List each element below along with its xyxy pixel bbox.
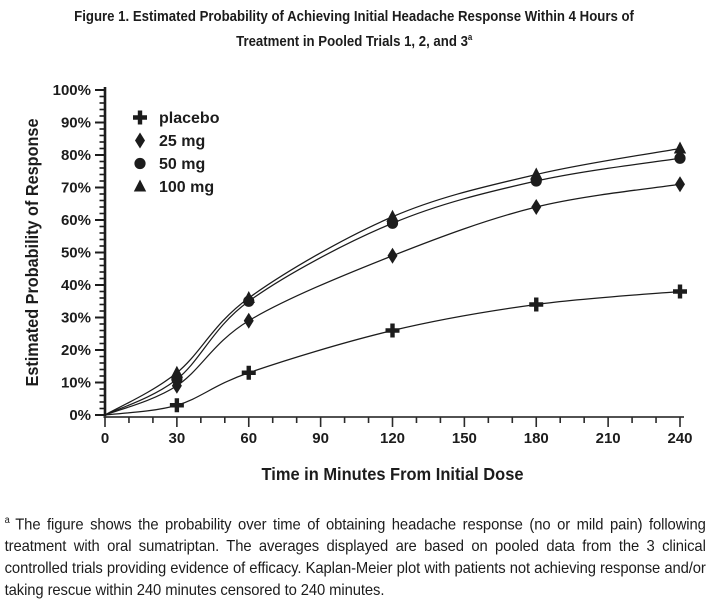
x-tick-label-60: 60 — [240, 430, 257, 447]
series-line-50-mg — [104, 157, 681, 416]
x-tick-label-30: 30 — [169, 430, 186, 447]
data-point-50-mg-240min — [674, 152, 686, 164]
data-point-25-mg-120min — [387, 247, 398, 264]
series-25-mg — [104, 176, 685, 416]
y-tick-label-80: 80% — [61, 147, 91, 164]
x-tick-label-120: 120 — [380, 430, 405, 447]
x-tick-label-240: 240 — [667, 430, 692, 447]
y-tick-label-70: 70% — [61, 180, 91, 197]
footnote-marker: a — [4, 515, 10, 526]
y-axis: 0% 10% 20% 30% 40% 50% 60% 70% 80% 90% 100% Estimat… — [22, 82, 107, 424]
data-point-placebo-120min — [385, 323, 400, 338]
data-point-100-mg-30min — [170, 365, 184, 378]
x-tick-label-180: 180 — [524, 430, 549, 447]
x-tick-label-210: 210 — [596, 430, 621, 447]
y-tick-label-60: 60% — [61, 212, 91, 229]
legend-label-50-mg: 50 mg — [159, 156, 205, 173]
data-point-placebo-60min — [241, 365, 256, 380]
data-point-100-mg-180min — [530, 167, 543, 180]
data-point-100-mg-60min — [242, 291, 255, 303]
figure-title: Figure 1. Estimated Probability of Achie… — [0, 0, 708, 52]
x-axis: 0 30 60 90 120 150 180 210 240 Time in Minutes Fr… — [101, 416, 693, 484]
y-tick-label-50: 50% — [61, 245, 91, 262]
legend-label-100-mg: 100 mg — [159, 179, 214, 196]
y-axis-title: Estimated Probability of Response — [22, 118, 42, 386]
series-line-placebo — [104, 290, 681, 416]
legend: placebo 25 mg 50 mg 100 mg — [133, 110, 220, 196]
data-point-25-mg-240min — [675, 176, 685, 193]
title-footnote-marker: a — [467, 32, 473, 42]
y-tick-label-100: 100% — [53, 82, 91, 99]
data-point-25-mg-60min — [243, 312, 254, 329]
data-point-25-mg-180min — [531, 199, 542, 215]
legend-marker-50-mg-icon — [134, 157, 146, 170]
y-tick-label-30: 30% — [61, 310, 91, 327]
kaplan-meier-chart: 0% 10% 20% 30% 40% 50% 60% 70% 80% 90% 100% Estimat… — [22, 82, 693, 484]
data-point-100-mg-240min — [673, 141, 687, 154]
legend-label-25-mg: 25 mg — [159, 133, 205, 150]
legend-marker-25-mg-icon — [135, 132, 145, 149]
legend-label-placebo: placebo — [159, 110, 220, 127]
x-axis-title: Time in Minutes From Initial Dose — [262, 464, 524, 484]
legend-marker-100-mg-icon — [133, 179, 147, 192]
data-point-placebo-240min — [673, 284, 687, 299]
y-tick-label-10: 10% — [61, 375, 91, 392]
figure-title-line-1: Figure 1. Estimated Probability of Achie… — [74, 8, 634, 25]
data-point-100-mg-120min — [386, 209, 399, 222]
legend-marker-placebo-icon — [133, 110, 147, 125]
footnote-text: The figure shows the probability over ti… — [4, 516, 706, 600]
data-point-placebo-30min — [169, 398, 184, 413]
figure-footnote: a The figure shows the probability over t… — [0, 510, 706, 602]
y-tick-label-20: 20% — [61, 342, 91, 359]
y-tick-label-0: 0% — [69, 407, 91, 424]
plot-series — [104, 141, 687, 416]
x-tick-label-90: 90 — [312, 430, 329, 447]
y-tick-label-40: 40% — [61, 277, 91, 294]
series-100-mg — [104, 141, 687, 416]
data-point-placebo-180min — [529, 297, 544, 312]
x-tick-label-0: 0 — [101, 430, 109, 447]
figure-title-line-2: Treatment in Pooled Trials 1, 2, and 3a — [235, 32, 473, 50]
x-tick-label-150: 150 — [452, 430, 477, 447]
series-placebo — [104, 284, 687, 416]
y-tick-label-90: 90% — [61, 115, 91, 132]
